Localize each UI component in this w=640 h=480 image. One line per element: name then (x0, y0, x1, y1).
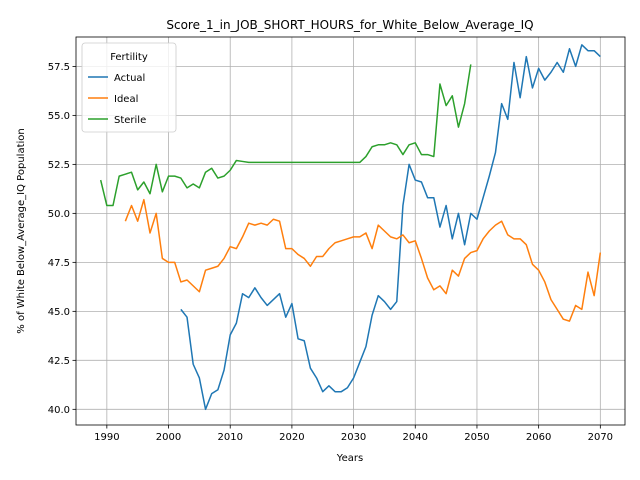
series-line-actual (180, 44, 601, 411)
legend-box (81, 42, 177, 133)
legend-entries: Actual Ideal Sterile (88, 73, 146, 126)
x-tick-label: 2010 (217, 432, 242, 443)
series-layer (99, 44, 602, 411)
y-tick-label: 42.5 (48, 356, 70, 367)
legend: Fertility Actual Ideal Sterile (81, 42, 177, 133)
chart-title: Score_1_in_JOB_SHORT_HOURS_for_White_Bel… (166, 18, 533, 32)
x-axis-label: Years (336, 453, 363, 464)
legend-label-sterile: Sterile (114, 115, 146, 126)
x-tick-label: 2040 (403, 432, 428, 443)
series-line-ideal (124, 198, 602, 322)
legend-title: Fertility (110, 52, 148, 63)
series-line-sterile (99, 64, 472, 207)
legend-label-ideal: Ideal (114, 94, 138, 105)
y-tick-label: 52.5 (48, 160, 70, 171)
y-axis-label: % of White Below_Average_IQ Population (16, 128, 27, 333)
y-tick-label: 50.0 (48, 209, 70, 220)
y-tick-label: 40.0 (48, 405, 70, 416)
y-tick-label: 47.5 (48, 258, 70, 269)
x-tick-label: 2050 (464, 432, 489, 443)
y-axis-ticks: 40.0 42.5 45.0 47.5 50.0 52.5 55.0 57.5 (48, 62, 76, 416)
y-tick-label: 55.0 (48, 111, 70, 122)
plot-frame (75, 36, 626, 426)
x-axis-ticks: 1990 2000 2010 2020 2030 2040 2050 2060 2070 (94, 425, 613, 443)
x-tick-label: 2020 (279, 432, 304, 443)
x-tick-label: 2030 (341, 432, 366, 443)
legend-label-actual: Actual (114, 73, 145, 84)
x-tick-label: 2060 (526, 432, 551, 443)
x-tick-label: 2070 (588, 432, 613, 443)
x-tick-label: 2000 (156, 432, 181, 443)
y-tick-label: 57.5 (48, 62, 70, 73)
x-tick-label: 1990 (94, 432, 119, 443)
grid (76, 37, 625, 425)
y-tick-label: 45.0 (48, 307, 70, 318)
